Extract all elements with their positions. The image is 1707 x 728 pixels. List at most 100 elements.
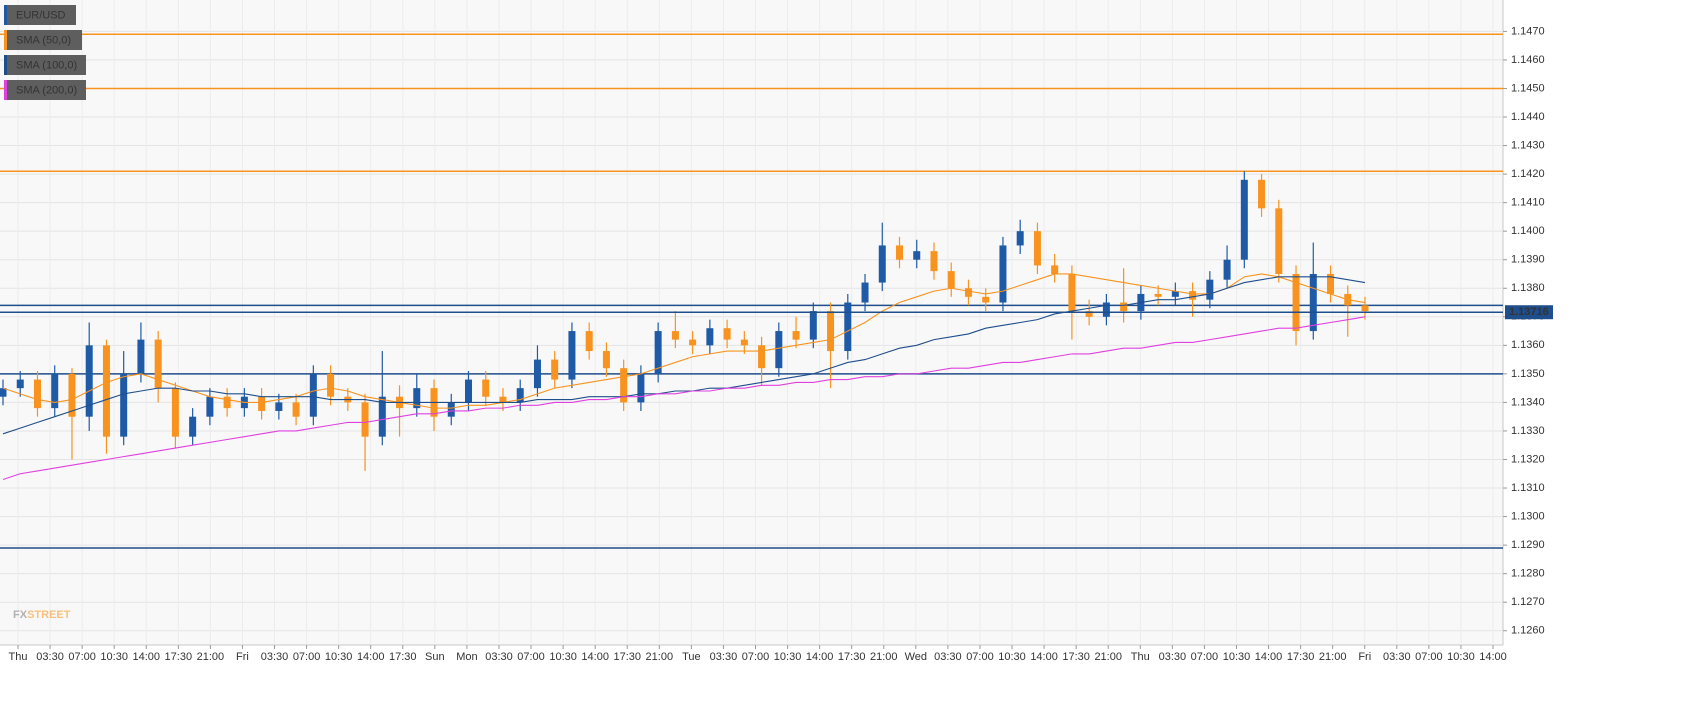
x-tick-label: 10:30 (549, 651, 577, 663)
legend-box (4, 30, 82, 50)
x-tick-label: 17:30 (1062, 651, 1090, 663)
marks (0, 33, 1503, 549)
x-tick-label: 17:30 (838, 651, 866, 663)
x-tick-label: 10:30 (325, 651, 353, 663)
legend-label: SMA (200,0) (16, 84, 77, 96)
y-tick-label: 1.1270 (1511, 596, 1545, 608)
y-tick-label: 1.1300 (1511, 510, 1545, 522)
watermark-left: FX (13, 609, 28, 621)
legend-box (4, 5, 76, 25)
candle-body (930, 251, 938, 272)
candle-body (516, 388, 524, 403)
candle-body (68, 373, 76, 417)
candle-body (1327, 273, 1335, 294)
candle-body (982, 296, 990, 303)
candle-body (1189, 291, 1197, 300)
candle-body (0, 388, 7, 397)
x-tick-label: 17:30 (613, 651, 641, 663)
candle-body (758, 345, 766, 369)
watermark: FXSTREET (13, 609, 71, 621)
candle-body (792, 331, 800, 340)
y-tick-label: 1.1340 (1511, 396, 1545, 408)
candle-body (85, 345, 93, 417)
y-tick-label: 1.1260 (1511, 625, 1545, 637)
candle-body (1154, 293, 1162, 297)
overlay: 1.13716 EUR/USD SMA (50,0) SMA (100,0) SMA (… (0, 5, 1553, 621)
y-tick-label: 1.1380 (1511, 282, 1545, 294)
last-price-box (1505, 305, 1553, 320)
candle-body (775, 331, 783, 369)
x-tick-label: 07:00 (68, 651, 96, 663)
x-tick-label: 10:30 (998, 651, 1026, 663)
candle-body (551, 359, 559, 380)
candle-body (878, 245, 886, 283)
sma-line (2, 276, 1366, 435)
y-tick-label: 1.1310 (1511, 482, 1545, 494)
watermark-right: STREET (27, 609, 71, 621)
y-tick-label: 1.1420 (1511, 168, 1545, 180)
candle-body (189, 416, 197, 437)
y-tick-label: 1.1390 (1511, 254, 1545, 266)
x-tick-label: 07:00 (517, 651, 545, 663)
x-tick-label: 03:30 (261, 651, 289, 663)
sma-line (2, 316, 1366, 480)
candle-body (809, 311, 817, 340)
y-tick-label: 1.1470 (1511, 25, 1545, 37)
legend-swatch (4, 30, 7, 50)
x-tick-label: 14:00 (581, 651, 609, 663)
y-tick-label: 1.1280 (1511, 568, 1545, 580)
x-tick-label: Fri (1358, 651, 1371, 663)
x-tick-label: 17:30 (1287, 651, 1315, 663)
candle-body (740, 339, 748, 346)
candle-body (275, 402, 283, 411)
x-tick-label: 14:00 (806, 651, 834, 663)
y-tick-label: 1.1320 (1511, 453, 1545, 465)
y-tick-label: 1.1460 (1511, 54, 1545, 66)
candle-body (361, 402, 369, 437)
candle-body (223, 396, 231, 409)
candle-body (1223, 259, 1231, 280)
candle-body (413, 388, 421, 409)
candle-body (637, 373, 645, 403)
y-tick-label: 1.1400 (1511, 225, 1545, 237)
x-tick-label: 03:30 (934, 651, 962, 663)
x-tick-label: 07:00 (966, 651, 994, 663)
x-tick-label: 07:00 (293, 651, 321, 663)
candle-body (499, 396, 507, 403)
candle-body (482, 379, 490, 397)
x-tick-label: 17:30 (165, 651, 193, 663)
candle-body (913, 251, 921, 260)
x-tick-label: 07:00 (1415, 651, 1443, 663)
x-tick-label: Thu (1131, 651, 1150, 663)
candle-body (947, 271, 955, 289)
candle-body (585, 331, 593, 352)
candle-body (464, 379, 472, 403)
candle-body (620, 368, 628, 403)
candle-body (258, 396, 266, 411)
candle-body (568, 331, 576, 380)
y-tick-label: 1.1450 (1511, 82, 1545, 94)
x-tick-label: 14:00 (1030, 651, 1058, 663)
candle-body (1171, 291, 1179, 297)
candle-body (1275, 208, 1283, 274)
x-tick-label: 10:30 (1223, 651, 1251, 663)
x-tick-label: Tue (682, 651, 701, 663)
candle-body (602, 351, 610, 369)
candle-body (33, 379, 41, 409)
candle-body (16, 379, 24, 389)
candle-body (327, 373, 335, 397)
y-tick-label: 1.1440 (1511, 111, 1545, 123)
candle-body (723, 328, 731, 340)
x-tick-label: Sun (425, 651, 445, 663)
x-tick-label: 03:30 (485, 651, 513, 663)
x-tick-label: 14:00 (1255, 651, 1283, 663)
candle-body (154, 339, 162, 389)
candle-body (1016, 231, 1024, 246)
candle-body (861, 282, 869, 303)
y-tick-label: 1.1290 (1511, 539, 1545, 551)
candle-body (533, 359, 541, 389)
x-tick-label: 17:30 (389, 651, 417, 663)
x-tick-label: 21:00 (646, 651, 674, 663)
candle-body (1033, 231, 1041, 266)
x-tick-label: 21:00 (197, 651, 225, 663)
